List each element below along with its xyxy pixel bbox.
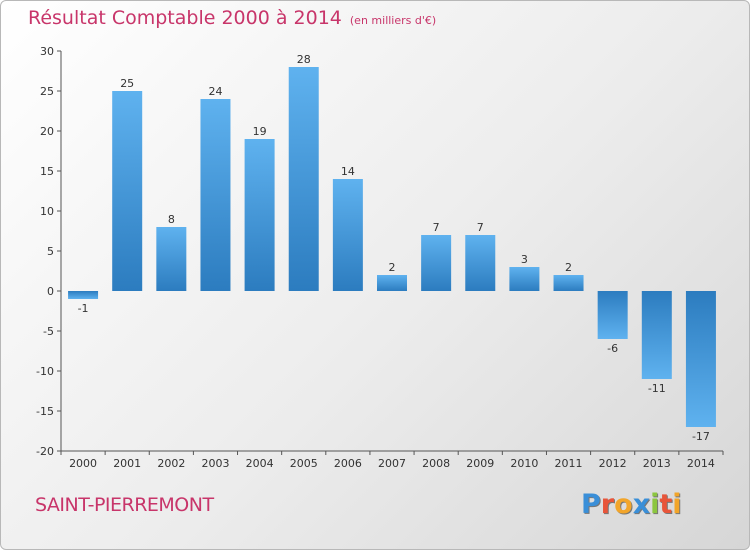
x-tick-label: 2012 [599,457,627,470]
bar-value-label: -1 [78,302,89,315]
bar-value-label: -6 [607,342,618,355]
title-row: Résultat Comptable 2000 à 2014 (en millie… [28,7,436,29]
y-tick-label: 20 [40,125,54,138]
bar[interactable] [421,235,452,291]
logo-letter: x [632,489,651,520]
x-tick-label: 2001 [113,457,141,470]
y-tick-label: 10 [40,205,54,218]
commune-name: SAINT-PIERREMONT [35,494,214,516]
bar-value-label: 8 [168,213,175,226]
x-tick-label: 2003 [201,457,229,470]
x-tick-label: 2005 [290,457,318,470]
bar-value-label: -17 [692,430,710,443]
proxiti-logo[interactable]: Proxiti [581,489,682,520]
bar[interactable] [68,291,99,299]
bar[interactable] [112,91,143,291]
bar-value-label: 2 [565,261,572,274]
logo-letter: P [581,489,601,520]
bar-value-label: -11 [648,382,666,395]
bar-value-label: 28 [297,53,311,66]
bar[interactable] [200,99,231,291]
x-tick-label: 2002 [157,457,185,470]
bar[interactable] [641,291,672,379]
y-tick-label: 30 [40,45,54,58]
y-tick-label: -20 [36,445,54,458]
bar-value-label: 7 [477,221,484,234]
x-tick-label: 2009 [466,457,494,470]
logo-letter: o [614,489,633,520]
bar[interactable] [244,139,275,291]
bar-value-label: 19 [253,125,267,138]
x-tick-label: 2014 [687,457,715,470]
y-tick-label: 15 [40,165,54,178]
bar-value-label: 14 [341,165,355,178]
x-tick-label: 2007 [378,457,406,470]
bar[interactable] [685,291,716,427]
bar[interactable] [597,291,628,339]
bar-value-label: 2 [389,261,396,274]
y-tick-label: 5 [47,245,54,258]
bar[interactable] [377,275,407,291]
x-tick-label: 2010 [510,457,538,470]
x-tick-label: 2000 [69,457,97,470]
logo-letter: i [650,489,660,520]
y-tick-label: -10 [36,365,54,378]
x-tick-label: 2008 [422,457,450,470]
x-tick-label: 2013 [643,457,671,470]
chart-subtitle: (en milliers d'€) [349,14,437,27]
x-tick-label: 2004 [246,457,274,470]
x-tick-label: 2006 [334,457,362,470]
logo-letter: r [600,489,615,520]
bar[interactable] [509,267,540,291]
y-tick-label: 25 [40,85,54,98]
bar-value-label: 7 [433,221,440,234]
bar[interactable] [553,275,584,291]
x-tick-label: 2011 [555,457,583,470]
bar[interactable] [332,179,363,291]
bar[interactable] [465,235,496,291]
y-tick-label: 0 [47,285,54,298]
bar-value-label: 25 [120,77,134,90]
bar[interactable] [288,67,319,291]
y-tick-label: -15 [36,405,54,418]
logo-letter: i [672,489,682,520]
logo-letter: t [659,489,673,520]
bar-value-label: 24 [208,85,222,98]
bar-value-label: 3 [521,253,528,266]
y-tick-label: -5 [43,325,54,338]
chart-title: Résultat Comptable 2000 à 2014 [28,7,342,29]
bar[interactable] [156,227,187,291]
